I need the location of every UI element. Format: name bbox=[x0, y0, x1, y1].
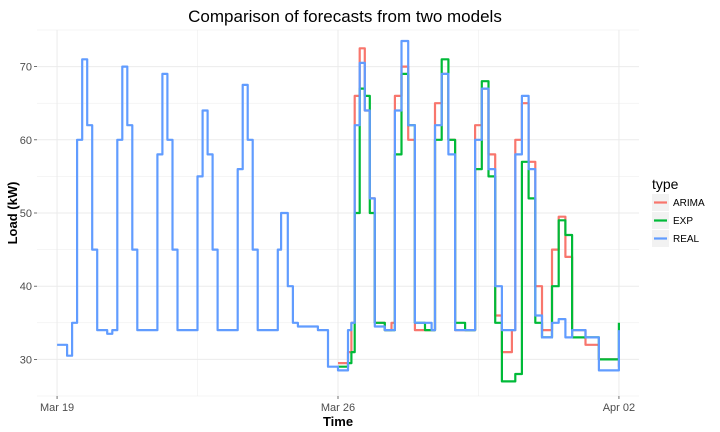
x-tick-label: Apr 02 bbox=[603, 402, 635, 414]
legend-label-real: REAL bbox=[673, 234, 700, 245]
legend-label-arima: ARIMA bbox=[673, 198, 705, 209]
chart-title: Comparison of forecasts from two models bbox=[188, 7, 502, 26]
y-tick-label: 50 bbox=[20, 208, 32, 220]
y-tick-label: 30 bbox=[20, 354, 32, 366]
y-tick-label: 70 bbox=[20, 62, 32, 74]
x-tick-label: Mar 19 bbox=[40, 402, 74, 414]
y-tick-label: 40 bbox=[20, 281, 32, 293]
legend-label-exp: EXP bbox=[673, 216, 693, 227]
x-axis-title: Time bbox=[323, 414, 353, 429]
y-axis-ticks: 30 40 50 60 70 bbox=[20, 62, 37, 366]
legend: type ARIMA EXP REAL bbox=[652, 176, 705, 247]
legend-items: ARIMA EXP REAL bbox=[652, 194, 705, 247]
x-axis-ticks: Mar 19 Mar 26 Apr 02 bbox=[40, 396, 635, 414]
legend-title: type bbox=[652, 176, 679, 192]
series-lines bbox=[57, 39, 620, 383]
series-line-real bbox=[57, 39, 620, 372]
y-tick-label: 60 bbox=[20, 135, 32, 147]
x-tick-label: Mar 26 bbox=[321, 402, 355, 414]
y-axis-title: Load (kW) bbox=[5, 182, 20, 245]
